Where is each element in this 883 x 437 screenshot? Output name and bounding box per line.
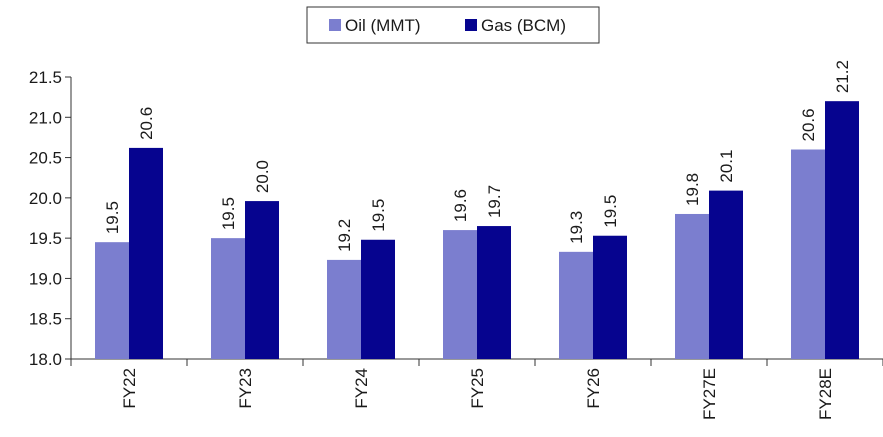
legend-box bbox=[306, 6, 600, 44]
data-label: 19.2 bbox=[335, 219, 354, 252]
bar-oil bbox=[443, 230, 477, 359]
y-tick-label: 20.5 bbox=[29, 149, 62, 168]
plot-area: 18.0 18.5 19.0 19.5 20.0 20.5 21.0 21.5 19.5 20.6… bbox=[29, 60, 883, 420]
bar-gas bbox=[709, 190, 743, 359]
x-tick-label: FY24 bbox=[352, 368, 371, 409]
x-tick-label: FY28E bbox=[816, 368, 835, 420]
legend-swatch-oil bbox=[329, 19, 341, 31]
data-label: 20.1 bbox=[717, 150, 736, 183]
x-tick-label: FY26 bbox=[584, 368, 603, 409]
data-label: 19.6 bbox=[451, 189, 470, 222]
legend-label-oil: Oil (MMT) bbox=[345, 16, 421, 35]
data-label: 19.3 bbox=[567, 211, 586, 244]
y-tick-label: 21.0 bbox=[29, 108, 62, 127]
bar-gas bbox=[129, 147, 163, 359]
bar-oil bbox=[95, 242, 129, 359]
data-label: 21.2 bbox=[833, 60, 852, 93]
bar-gas bbox=[361, 239, 395, 359]
y-tick-label: 21.5 bbox=[29, 68, 62, 87]
y-tick-label: 19.0 bbox=[29, 269, 62, 288]
legend-swatch-gas bbox=[465, 19, 477, 31]
data-label: 20.6 bbox=[137, 107, 156, 140]
x-tick-label: FY27E bbox=[700, 368, 719, 420]
bar-gas bbox=[245, 201, 279, 359]
bar-oil bbox=[327, 259, 361, 359]
x-tick-label: FY25 bbox=[468, 368, 487, 409]
y-tick-label: 19.5 bbox=[29, 229, 62, 248]
y-tick-label: 18.0 bbox=[29, 350, 62, 369]
bar-gas bbox=[593, 235, 627, 359]
data-label: 19.8 bbox=[683, 173, 702, 206]
data-label: 19.5 bbox=[601, 195, 620, 228]
x-tick-label: FY23 bbox=[236, 368, 255, 409]
data-label: 19.7 bbox=[485, 185, 504, 218]
legend-label-gas: Gas (BCM) bbox=[481, 16, 566, 35]
bar-gas bbox=[477, 226, 511, 359]
x-tick-label: FY22 bbox=[120, 368, 139, 409]
legend: Oil (MMT) Gas (BCM) bbox=[306, 6, 600, 44]
data-label: 19.5 bbox=[103, 201, 122, 234]
bar-oil bbox=[791, 149, 825, 359]
data-label: 19.5 bbox=[219, 197, 238, 230]
data-label: 20.0 bbox=[253, 160, 272, 193]
y-tick-label: 20.0 bbox=[29, 189, 62, 208]
data-label: 20.6 bbox=[799, 108, 818, 141]
bar-gas bbox=[825, 101, 859, 360]
bar-oil bbox=[559, 251, 593, 359]
bar-oil bbox=[675, 213, 709, 359]
data-label: 19.5 bbox=[369, 199, 388, 232]
y-tick-label: 18.5 bbox=[29, 310, 62, 329]
bar-oil bbox=[211, 238, 245, 359]
